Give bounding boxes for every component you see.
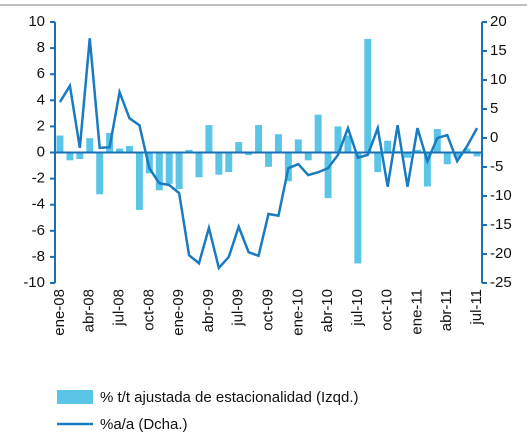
bar bbox=[195, 152, 203, 178]
x-tick-label: ene-08 bbox=[51, 289, 68, 336]
bar bbox=[374, 152, 382, 173]
bar bbox=[314, 114, 322, 153]
bar bbox=[364, 38, 372, 153]
x-tick-label: abr-11 bbox=[438, 289, 455, 331]
y2-tick-label: 5 bbox=[490, 100, 498, 117]
y2-tick-label: 20 bbox=[490, 13, 507, 30]
y2-tick-label: 0 bbox=[490, 129, 498, 146]
x-tick-label: abr-09 bbox=[200, 289, 217, 332]
bar bbox=[185, 149, 193, 153]
bar bbox=[334, 126, 342, 153]
x-tick-label: jul-11 bbox=[468, 289, 485, 326]
bar bbox=[135, 152, 143, 210]
x-tick-label: ene-09 bbox=[170, 289, 187, 336]
y2-tick-label: -15 bbox=[490, 216, 512, 233]
y-tick-label: 10 bbox=[28, 13, 45, 30]
x-tick-label: abr-08 bbox=[81, 289, 98, 332]
legend-swatch bbox=[57, 390, 93, 404]
bar bbox=[453, 152, 461, 158]
bar bbox=[324, 152, 332, 199]
bar bbox=[235, 142, 243, 153]
bar bbox=[245, 152, 253, 156]
bar bbox=[384, 140, 392, 153]
x-tick-label: ene-10 bbox=[289, 289, 306, 336]
x-tick-label: oct-09 bbox=[259, 289, 276, 331]
bar bbox=[66, 152, 74, 161]
y-tick-label: 4 bbox=[37, 91, 45, 108]
bar bbox=[215, 152, 223, 175]
bar bbox=[155, 152, 163, 191]
x-tick-label: jul-09 bbox=[230, 289, 247, 327]
bar bbox=[165, 152, 173, 184]
y2-tick-label: -10 bbox=[490, 187, 512, 204]
bar bbox=[413, 149, 421, 153]
bar bbox=[86, 138, 94, 153]
x-tick-label: ene-11 bbox=[408, 289, 425, 335]
bar bbox=[205, 125, 213, 153]
bar bbox=[274, 134, 282, 153]
bar bbox=[225, 152, 233, 173]
y2-tick-label: -5 bbox=[490, 158, 503, 175]
bar bbox=[294, 139, 302, 153]
bar bbox=[255, 125, 263, 153]
bar bbox=[463, 148, 471, 153]
y-tick-label: -8 bbox=[32, 248, 45, 265]
bar bbox=[265, 152, 272, 167]
bar bbox=[354, 152, 362, 264]
y-tick-label: 8 bbox=[37, 39, 45, 56]
x-tick-label: oct-10 bbox=[379, 289, 396, 331]
y-tick-label: -10 bbox=[23, 274, 45, 291]
legend-label: % t/t ajustada de estacionalidad (Izqd.) bbox=[100, 389, 359, 406]
x-tick-label: jul-08 bbox=[111, 289, 128, 327]
y-tick-label: -6 bbox=[32, 222, 45, 239]
bar bbox=[126, 145, 133, 153]
y-tick-label: 2 bbox=[37, 117, 45, 134]
x-tick-label: abr-10 bbox=[319, 289, 336, 332]
y-tick-label: -4 bbox=[32, 196, 45, 213]
bar bbox=[56, 135, 64, 153]
bar bbox=[96, 152, 104, 195]
x-tick-label: oct-08 bbox=[140, 289, 157, 331]
bar bbox=[404, 152, 411, 158]
y2-tick-label: 15 bbox=[490, 42, 507, 59]
legend-label: %a/a (Dcha.) bbox=[100, 416, 188, 433]
y-tick-label: 0 bbox=[37, 143, 45, 160]
bar bbox=[76, 152, 84, 160]
bar bbox=[116, 148, 124, 153]
bar bbox=[443, 152, 451, 165]
x-tick-label: jul-10 bbox=[349, 289, 366, 327]
bar bbox=[344, 135, 352, 153]
y2-tick-label: -25 bbox=[490, 274, 512, 291]
bar bbox=[473, 152, 481, 157]
y-tick-label: -2 bbox=[32, 170, 45, 187]
y-tick-label: 6 bbox=[37, 65, 45, 82]
bar bbox=[423, 152, 431, 187]
line bbox=[58, 38, 479, 271]
y2-tick-label: 10 bbox=[490, 71, 507, 88]
bar bbox=[175, 152, 183, 190]
bar bbox=[304, 152, 312, 161]
y2-tick-label: -20 bbox=[490, 245, 512, 262]
